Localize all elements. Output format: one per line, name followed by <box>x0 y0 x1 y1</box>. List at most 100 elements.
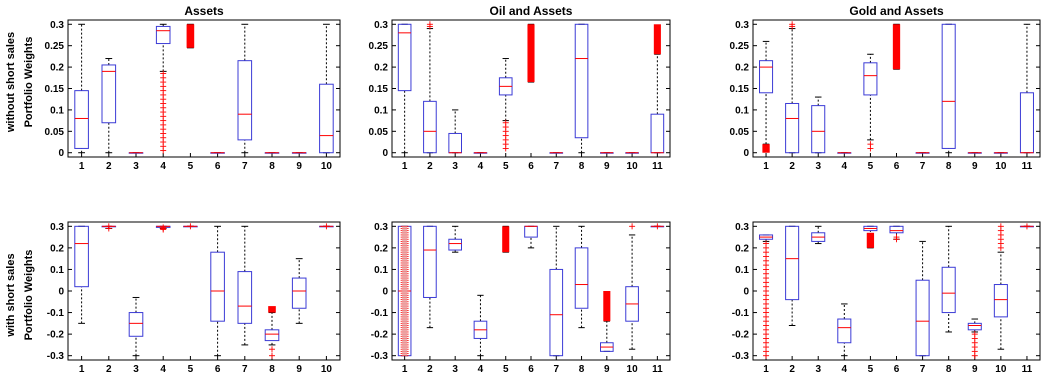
iqr-box <box>319 83 334 154</box>
y-tick-label: 0.1 <box>50 265 64 276</box>
box-9 <box>967 318 982 359</box>
x-tick-label: 9 <box>972 161 978 172</box>
x-tick-label: 8 <box>946 364 952 375</box>
box-10 <box>993 223 1008 350</box>
iqr-box <box>941 266 956 314</box>
solid-outlier-band <box>527 24 535 83</box>
x-tick-label: 6 <box>215 161 221 172</box>
y-tick-label: -0.1 <box>732 308 750 319</box>
y-tick-label: 0.1 <box>735 105 749 116</box>
box-9 <box>600 291 614 352</box>
x-tick-label: 5 <box>868 364 874 375</box>
x-tick-label: 4 <box>160 364 166 375</box>
x-tick-label: 6 <box>528 161 534 172</box>
box-7 <box>237 225 253 346</box>
box-2 <box>423 225 437 329</box>
box-10 <box>625 152 639 154</box>
y-tick-label: 0.05 <box>730 127 750 138</box>
x-tick-label: 2 <box>106 364 112 375</box>
x-tick-label: 8 <box>269 364 275 375</box>
x-tick-label: 11 <box>652 161 663 172</box>
y-tick-label: 0.3 <box>374 222 388 233</box>
iqr-box <box>941 23 956 149</box>
iqr-box <box>650 113 665 154</box>
solid-outlier-band <box>268 306 276 313</box>
box-5 <box>498 58 513 152</box>
box-6 <box>527 23 535 83</box>
y-tick-label: 0.1 <box>374 105 388 116</box>
x-tick-label: 4 <box>842 364 848 375</box>
box-8 <box>941 225 956 333</box>
iqr-box <box>785 102 800 154</box>
y-tick-label: 0.3 <box>50 222 64 233</box>
box-5 <box>183 223 198 230</box>
x-tick-label: 8 <box>946 161 952 172</box>
box-3 <box>448 225 463 253</box>
y-tick-label: 0 <box>382 287 388 298</box>
y-tick-label: 0 <box>58 287 64 298</box>
boxplot-panel: Oil and Assets 0 0.05 0.1 0.15 0.2 0.25 0.3 1 2 3 4… <box>369 4 671 172</box>
solid-outlier-band <box>866 232 875 248</box>
box-1 <box>74 23 89 154</box>
box-2 <box>423 21 437 154</box>
x-tick-label: 6 <box>894 161 900 172</box>
box-11 <box>650 24 665 154</box>
x-tick-label: 2 <box>789 364 795 375</box>
x-tick-label: 5 <box>188 161 194 172</box>
boxplot-panel: -0.3 -0.2 -0.1 0 0.1 0.2 0.3 1 2 3 4 5 6 7 8 9 10 <box>47 221 341 375</box>
box-4 <box>155 224 171 233</box>
box-4 <box>837 303 852 357</box>
x-tick-label: 8 <box>579 364 585 375</box>
box-9 <box>291 152 307 154</box>
solid-outlier-band <box>603 291 611 322</box>
x-tick-label: 7 <box>920 161 926 172</box>
y-tick-label: 0.2 <box>50 63 64 74</box>
y-tick-label: 0.1 <box>50 105 64 116</box>
boxplot-panel: -0.3 -0.2 -0.1 0 0.1 0.2 0.3 1 2 3 4 5 6 7 8 9 10 11 <box>371 221 671 375</box>
box-1 <box>759 234 774 359</box>
panel-title: Assets <box>184 4 224 18</box>
y-tick-label: 0.2 <box>374 63 388 74</box>
iqr-box <box>155 25 171 45</box>
y-tick-label: -0.3 <box>732 351 750 362</box>
x-tick-label: 9 <box>296 364 302 375</box>
iqr-box <box>993 284 1008 318</box>
y-tick-label: 0 <box>743 287 749 298</box>
x-tick-label: 10 <box>995 161 1007 172</box>
row-label-with-short-sales: with short sales <box>5 253 17 337</box>
y-tick-label: 0 <box>382 148 388 159</box>
box-11 <box>650 223 665 230</box>
x-tick-label: 3 <box>815 364 821 375</box>
box-4 <box>155 23 171 154</box>
box-11 <box>1019 23 1034 154</box>
iqr-box <box>128 312 144 337</box>
box-7 <box>549 152 564 154</box>
iqr-box <box>397 23 412 92</box>
y-tick-label: -0.2 <box>371 330 389 341</box>
panel-title: Oil and Assets <box>490 4 573 18</box>
iqr-box <box>237 271 253 324</box>
box-10 <box>993 152 1008 154</box>
x-tick-label: 10 <box>321 364 333 375</box>
iqr-box <box>785 225 800 301</box>
x-tick-label: 4 <box>160 161 166 172</box>
y-tick-label: 0 <box>58 148 64 159</box>
box-5 <box>502 225 510 253</box>
x-tick-label: 3 <box>133 161 139 172</box>
x-tick-label: 8 <box>269 161 275 172</box>
x-tick-label: 3 <box>133 364 139 375</box>
x-tick-label: 10 <box>995 364 1007 375</box>
iqr-box <box>264 329 280 342</box>
x-tick-label: 4 <box>478 364 484 375</box>
x-tick-label: 1 <box>79 161 85 172</box>
box-8 <box>264 152 280 154</box>
iqr-box <box>74 225 89 288</box>
box-8 <box>264 306 280 359</box>
box-6 <box>210 225 225 357</box>
iqr-box <box>889 225 904 234</box>
box-2 <box>785 21 800 154</box>
x-tick-label: 2 <box>427 364 433 375</box>
box-10 <box>319 223 334 230</box>
